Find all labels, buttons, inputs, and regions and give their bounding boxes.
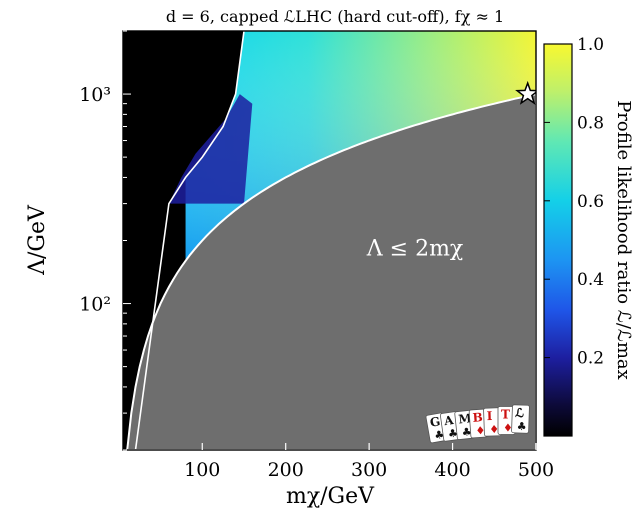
logo-card-suit: ♦ <box>475 424 486 438</box>
colorbar-tick-label: 0.4 <box>577 270 604 290</box>
low-likelihood-edge <box>168 94 253 204</box>
colorbar-title: Profile likelihood ratio ℒ/ℒmax <box>613 100 634 380</box>
logo-card-letter: M <box>458 411 473 426</box>
colorbar-ticks: 0.2 0.4 0.6 0.8 1.0 <box>544 35 604 369</box>
logo-card-suit: ♦ <box>503 422 513 435</box>
allowed-heat-shading <box>185 31 536 261</box>
logo-card-suit: ♣ <box>461 425 472 439</box>
x-tick-label: 400 <box>434 459 470 481</box>
x-axis-title: mχ/GeV <box>286 484 375 509</box>
excluded-region <box>126 93 536 450</box>
logo-card-letter: ℒ <box>515 406 524 420</box>
logo-card-letter: T <box>501 408 510 422</box>
gambit-logo: G♣A♣M♣B♦I♦T♦ℒ♣ <box>425 404 530 444</box>
colorbar-tick-label: 0.6 <box>577 192 604 212</box>
logo-card: ℒ♣ <box>511 404 530 434</box>
logo-card-letter: G <box>429 414 442 430</box>
plot-area: Λ ≤ 2mχ <box>123 31 536 450</box>
colorbar: 0.2 0.4 0.6 0.8 1.0 Profile likelihood ratio… <box>543 35 634 437</box>
x-tick-label: 100 <box>184 459 220 481</box>
colorbar-tick-label: 0.2 <box>577 349 604 369</box>
logo-card-suit: ♣ <box>517 420 527 433</box>
logo-card-letter: A <box>442 413 455 428</box>
logo-card-suit: ♣ <box>447 427 459 441</box>
x-axis-ticks: 100 200 300 400 500 <box>184 443 554 481</box>
x-tick-label: 500 <box>518 459 554 481</box>
chart-title: d = 6, capped ℒLHC (hard cut-off), fχ ≈ … <box>166 7 504 26</box>
logo-card-letter: I <box>487 409 493 423</box>
logo-card-letter: B <box>472 410 483 425</box>
logo-card-suit: ♣ <box>433 428 445 443</box>
x-tick-label: 300 <box>351 459 387 481</box>
y-axis-ticks: 10² 10³ <box>79 30 131 451</box>
y-axis-title: Λ/GeV <box>25 204 50 276</box>
logo-card-suit: ♦ <box>489 423 499 436</box>
colorbar-tick-label: 0.8 <box>577 113 604 133</box>
colorbar-tick-label: 1.0 <box>577 35 604 55</box>
logo-card: T♦ <box>497 406 516 435</box>
logo-card: I♦ <box>483 407 502 437</box>
colorbar-gradient <box>543 43 573 437</box>
excluded-region-label: Λ ≤ 2mχ <box>366 236 464 261</box>
x-tick-label: 200 <box>268 459 304 481</box>
y-tick-label: 10³ <box>79 84 111 106</box>
y-tick-label: 10² <box>79 294 111 316</box>
likelihood-contour <box>134 31 245 450</box>
